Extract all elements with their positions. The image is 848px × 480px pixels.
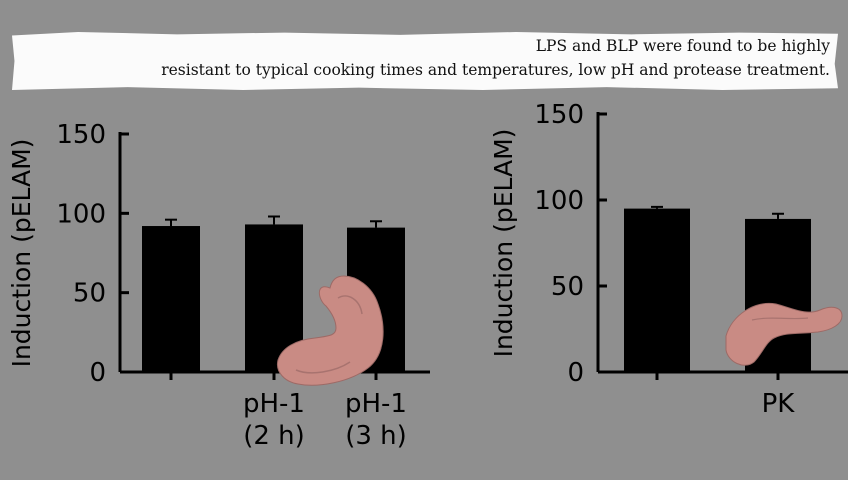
y-axis-label: Induction (pELAM) bbox=[7, 139, 36, 368]
bar bbox=[624, 208, 690, 372]
y-tick-label: 0 bbox=[89, 358, 106, 388]
x-tick-label-line: (3 h) bbox=[345, 421, 407, 451]
y-tick-label: 50 bbox=[551, 272, 584, 302]
y-tick-label: 50 bbox=[73, 279, 106, 309]
x-tick-label-line: pH-1 bbox=[243, 389, 305, 419]
y-tick-label: 0 bbox=[567, 358, 584, 388]
x-tick-label-line: (2 h) bbox=[243, 421, 305, 451]
caption-strip: LPS and BLP were found to be highly resi… bbox=[12, 32, 838, 90]
caption-line-2: resistant to typical cooking times and t… bbox=[161, 61, 830, 79]
x-tick-label-line: PK bbox=[762, 389, 796, 419]
x-tick-label: pH-1 (2 h) bbox=[243, 389, 305, 451]
y-tick-label: 150 bbox=[534, 100, 584, 130]
x-tick-label: pH-1 (3 h) bbox=[345, 389, 407, 451]
bar bbox=[142, 226, 200, 372]
pancreas-icon bbox=[725, 302, 843, 366]
x-tick-label-line: pH-1 bbox=[345, 389, 407, 419]
stomach-icon bbox=[276, 275, 384, 386]
caption-line-1: LPS and BLP were found to be highly bbox=[535, 37, 830, 55]
y-tick-label: 150 bbox=[56, 120, 106, 150]
x-tick-label: PK bbox=[762, 389, 796, 419]
y-tick-label: 100 bbox=[534, 186, 584, 216]
y-tick-label: 100 bbox=[56, 199, 106, 229]
y-axis-label: Induction (pELAM) bbox=[489, 129, 518, 358]
